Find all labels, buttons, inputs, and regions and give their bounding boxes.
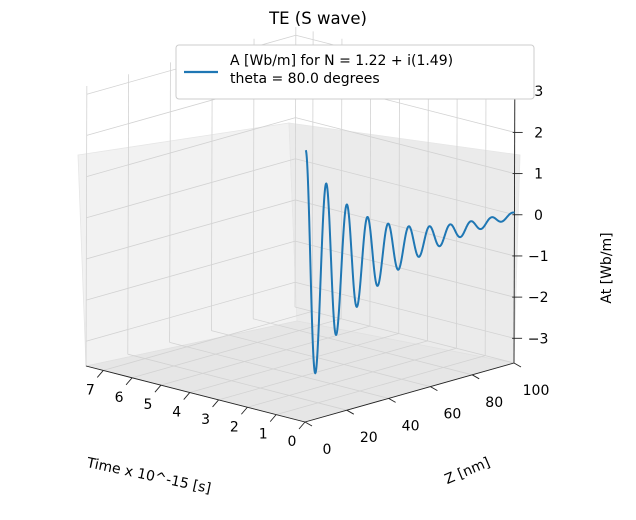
z-tick-label: −3	[528, 331, 549, 347]
x-axis-label: Time x 10^-15 [s]	[84, 455, 212, 497]
grid-floor-y	[294, 306, 515, 364]
y-tick-label: 100	[523, 383, 550, 399]
x-tick	[298, 421, 306, 430]
x-tick	[269, 414, 277, 422]
y-tick-label: 20	[360, 430, 378, 446]
y-tick	[346, 409, 355, 415]
grid-backright-z	[86, 158, 296, 219]
x-tick-label: 4	[172, 405, 181, 421]
x-tick	[241, 406, 248, 415]
grid-floor-x	[189, 333, 399, 393]
y-tick-label: 60	[443, 407, 461, 423]
z-tick-label: 2	[534, 125, 543, 141]
y-tick	[471, 374, 480, 380]
x-tick	[212, 399, 219, 408]
tick-labels: 0 1 2 3 4 5 6 7 0 20 40 60 80 100 3 2 1 0 −1 −2 −3	[86, 84, 550, 458]
y-tick-label: 0	[323, 442, 332, 458]
y-tick	[304, 421, 313, 427]
grid-backright-z	[85, 281, 296, 342]
y-tick-label: 40	[402, 418, 420, 434]
grid-backright-y	[85, 85, 88, 367]
y-tick-label: 80	[485, 395, 503, 411]
x-tick-label: 5	[143, 397, 152, 413]
z-tick-label: −2	[528, 290, 549, 306]
grid-floor-y	[127, 353, 347, 411]
y-axis-label: Z [nm]	[442, 455, 492, 488]
grid-backright-z	[86, 117, 296, 177]
z-tick-label: 3	[534, 84, 543, 100]
grid-backright-y	[127, 74, 130, 355]
grid-floor-x	[218, 340, 428, 401]
x-tick-label: 7	[86, 382, 95, 398]
grid-backleft-x	[427, 60, 429, 341]
z-axis-line	[513, 82, 516, 364]
grid-backleft-x	[484, 75, 487, 356]
grid-floor-y	[169, 342, 389, 399]
axis-lines	[85, 82, 516, 423]
grid-floor-y	[253, 318, 473, 376]
z-tick-label: −1	[528, 249, 549, 265]
legend-frame	[175, 44, 535, 100]
grid-floor-x	[160, 325, 371, 386]
grid-lines	[85, 26, 516, 423]
legend: A [Wb/m] for N = 1.22 + i(1.49) theta = …	[175, 44, 535, 100]
x-tick	[154, 384, 162, 393]
grid-backright-y	[169, 62, 171, 343]
y-tick	[388, 398, 396, 403]
grid-backleft-x	[455, 68, 458, 349]
x-tick	[183, 392, 191, 400]
series-line-a	[304, 149, 515, 375]
grid-backleft-z	[295, 240, 515, 298]
y-tick	[513, 362, 522, 368]
grid-floor-x	[131, 318, 342, 379]
x-axis-line	[85, 365, 306, 423]
grid-backleft-x	[398, 53, 400, 334]
x-tick-label: 2	[230, 419, 239, 435]
grid-floor-y	[211, 330, 431, 387]
tick-marks	[96, 90, 523, 430]
grid-backleft-z	[295, 158, 515, 216]
x-tick	[96, 370, 104, 378]
grid-floor-x	[276, 355, 486, 416]
legend-label-line2: theta = 80.0 degrees	[230, 71, 380, 87]
z-tick-label: 1	[534, 167, 543, 183]
y-tick	[430, 386, 438, 391]
x-tick	[125, 377, 133, 386]
x-tick-label: 0	[288, 434, 297, 450]
x-tick-label: 3	[201, 412, 210, 428]
z-axis-label: At [Wb/m]	[599, 232, 615, 303]
x-tick-label: 1	[259, 427, 268, 443]
y-axis-line	[304, 362, 515, 423]
legend-label-line1: A [Wb/m] for N = 1.22 + i(1.49)	[230, 53, 453, 69]
grid-floor-x	[103, 311, 313, 371]
axes-panes	[77, 122, 521, 423]
grid-backright-z	[86, 199, 296, 260]
grid-backright-z	[86, 240, 296, 301]
grid-backleft-z	[295, 117, 515, 174]
x-tick-label: 6	[115, 390, 124, 406]
z-tick-label: 0	[534, 208, 543, 224]
grid-backleft-z	[295, 199, 515, 257]
legend-label: A [Wb/m] for N = 1.22 + i(1.49) theta = …	[230, 53, 458, 87]
chart-title: TE (S wave)	[268, 9, 367, 28]
grid-floor-x	[247, 347, 457, 408]
